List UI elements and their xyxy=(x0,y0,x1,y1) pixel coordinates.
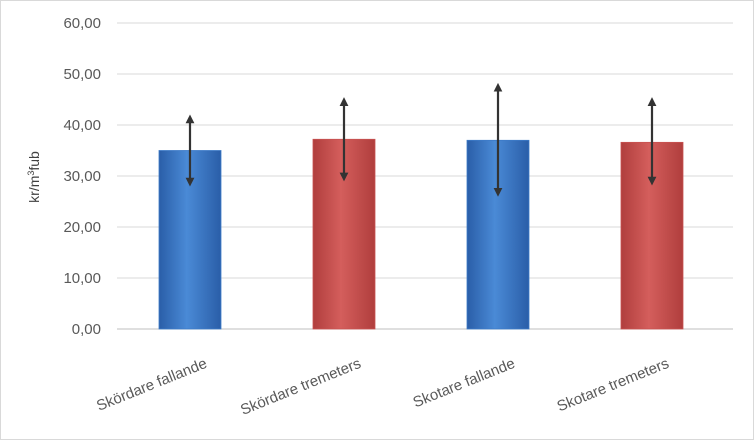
error-bars xyxy=(185,82,657,197)
y-tick-label: 10,00 xyxy=(63,270,101,287)
bars xyxy=(158,138,684,330)
x-axis-categories: Skördare fallande Skördare tremeters Skota… xyxy=(94,355,671,419)
x-category-label: Skördare fallande xyxy=(94,355,209,415)
y-tick-label: 20,00 xyxy=(63,219,101,236)
y-tick-label: 50,00 xyxy=(63,66,101,83)
x-category-label: Skotare fallande xyxy=(411,355,518,411)
y-tick-label: 60,00 xyxy=(63,15,101,32)
y-tick-label: 30,00 xyxy=(63,168,101,185)
y-tick-label: 0,00 xyxy=(72,321,101,338)
x-category-label: Skotare tremeters xyxy=(555,355,672,415)
y-axis-ticks: 0,00 10,00 20,00 30,00 40,00 50,00 60,00 xyxy=(63,15,101,338)
y-tick-label: 40,00 xyxy=(63,117,101,134)
x-category-label: Skördare tremeters xyxy=(238,355,363,419)
y-axis-title: kr/m3fub xyxy=(26,151,42,203)
